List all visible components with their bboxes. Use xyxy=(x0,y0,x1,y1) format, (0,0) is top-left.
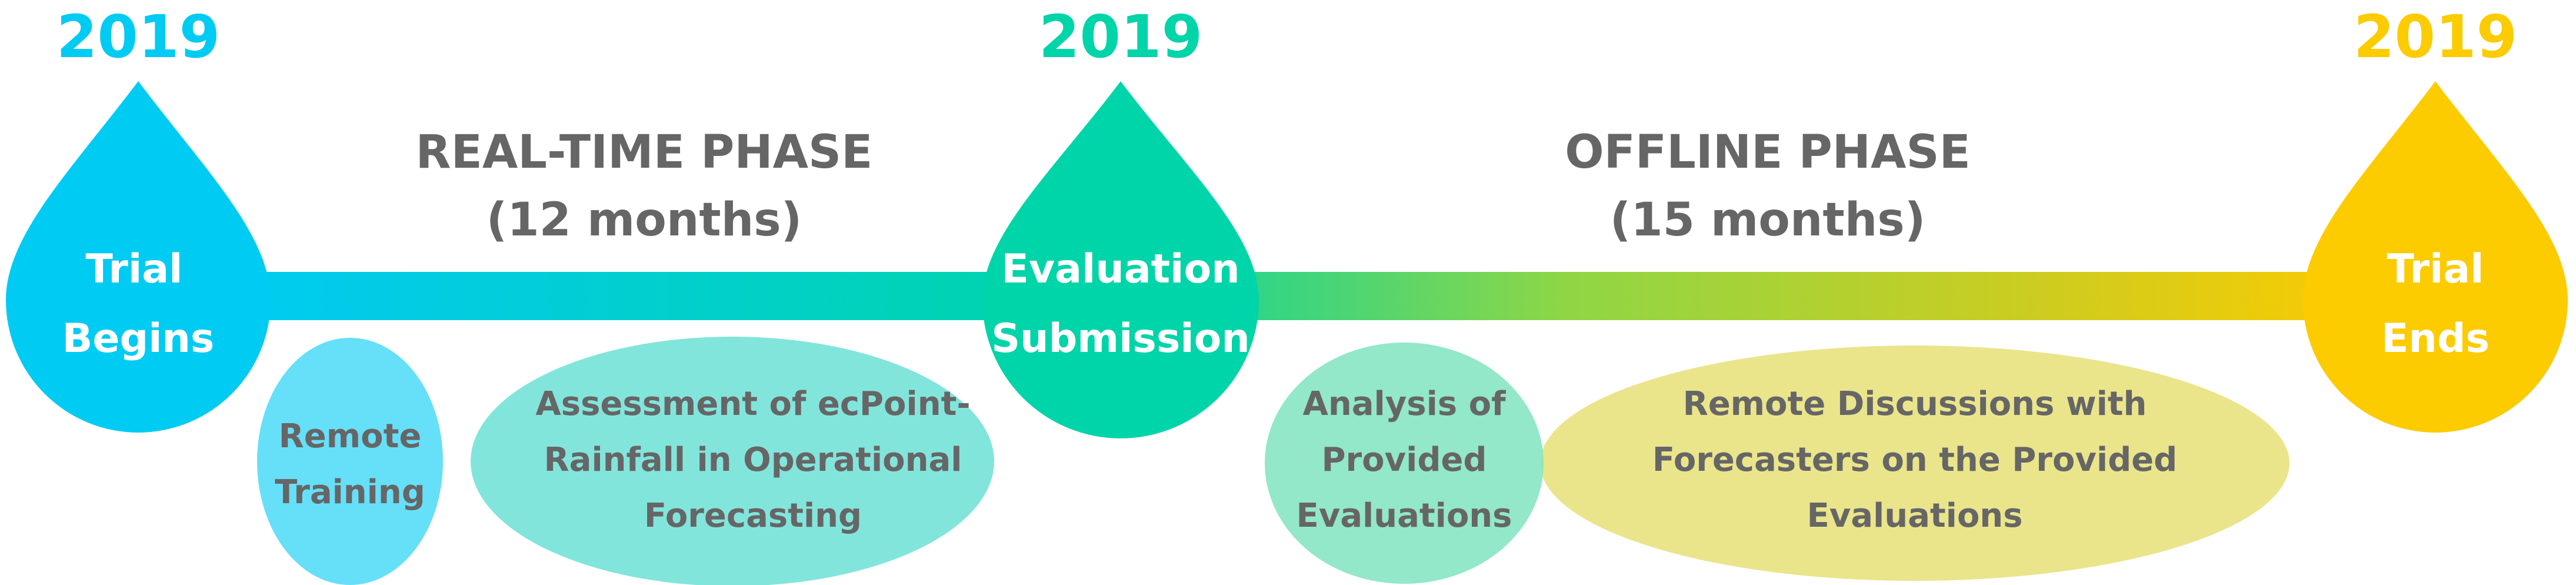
milestone-label-line1: Evaluation xyxy=(1001,246,1239,292)
milestone-label-line2: Begins xyxy=(62,315,215,362)
phase-duration-offline: (15 months) xyxy=(1610,194,1926,247)
water-drop-icon xyxy=(982,81,1259,438)
milestone-label-line1: Trial xyxy=(86,246,183,292)
activity-ellipse xyxy=(471,337,994,585)
milestone-evaluation-submission: 2019 Evaluation Submission xyxy=(982,2,1259,438)
activity-label-line: Provided xyxy=(1322,441,1487,479)
timeline-bar xyxy=(235,272,2382,320)
milestone-year: 2019 xyxy=(1039,2,1202,71)
activity-label-line: Evaluations xyxy=(1807,497,2022,535)
milestone-label-line2: Submission xyxy=(991,315,1250,362)
phase-duration-realtime: (12 months) xyxy=(486,194,802,247)
activity-ellipse xyxy=(1265,343,1544,584)
activity-remote-training: Remote Training xyxy=(257,338,443,585)
activity-ellipse xyxy=(257,338,443,585)
activity-analysis: Analysis of Provided Evaluations xyxy=(1265,343,1544,584)
milestone-label-line2: Ends xyxy=(2381,315,2490,362)
phase-title-realtime: REAL-TIME PHASE xyxy=(416,126,873,179)
milestone-label-line1: Trial xyxy=(2387,246,2484,292)
activity-label-line: Forecasting xyxy=(644,497,862,535)
activity-label-line: Training xyxy=(275,473,425,511)
milestone-year: 2019 xyxy=(56,2,220,71)
activity-label-line: Analysis of xyxy=(1303,385,1507,423)
activity-label-line: Assessment of ecPoint- xyxy=(535,385,970,423)
activity-label-line: Forecasters on the Provided xyxy=(1652,441,2178,479)
water-drop-icon xyxy=(6,81,271,433)
activity-ellipse xyxy=(1540,345,2290,581)
activity-label-line: Evaluations xyxy=(1296,497,1512,535)
milestone-trial-ends: 2019 Trial Ends xyxy=(2303,2,2568,433)
water-drop-icon xyxy=(2303,81,2568,433)
activity-label-line: Rainfall in Operational xyxy=(544,441,962,479)
activity-assessment: Assessment of ecPoint- Rainfall in Opera… xyxy=(471,337,994,585)
milestone-trial-begins: 2019 Trial Begins xyxy=(6,2,271,433)
activity-discussions: Remote Discussions with Forecasters on t… xyxy=(1540,345,2290,581)
milestone-year: 2019 xyxy=(2354,2,2517,71)
phase-title-offline: OFFLINE PHASE xyxy=(1565,126,1971,179)
activity-label-line: Remote xyxy=(279,417,422,456)
activity-label-line: Remote Discussions with xyxy=(1683,385,2147,423)
